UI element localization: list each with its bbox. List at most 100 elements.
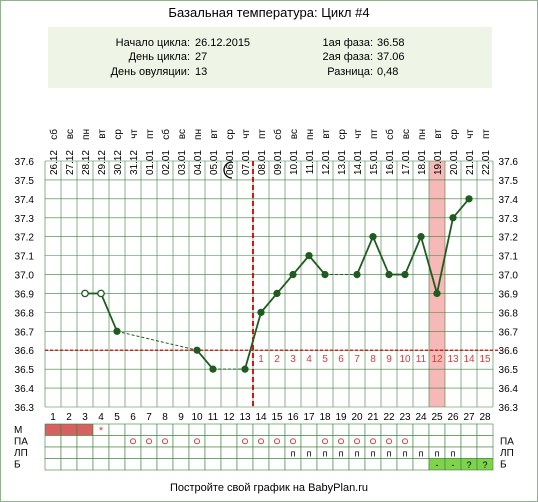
table-cell xyxy=(156,435,174,448)
phase-day-number: 2 xyxy=(274,354,280,365)
marker-circle-icon xyxy=(242,438,248,445)
phase-day-number: 11 xyxy=(416,354,427,365)
cycle-start-value: 26.12.2015 xyxy=(195,37,250,49)
temperature-point-day-14 xyxy=(257,308,265,317)
table-cell xyxy=(60,446,78,459)
table-cell xyxy=(92,458,110,471)
cycle-day-label: 8 xyxy=(162,412,168,423)
table-cell xyxy=(412,423,430,436)
weekday-label: пн xyxy=(193,129,204,140)
table-cell xyxy=(348,423,366,436)
table-cell xyxy=(188,458,206,471)
temperature-segment xyxy=(452,198,470,219)
phase-day-numbers: 1 2 3 4 5 6 7 8 9 10 11 12 13 14 15 xyxy=(258,354,491,365)
table-cell xyxy=(156,423,174,436)
cycle-day-label: 26 xyxy=(447,412,459,423)
cycle-day-label: 14 xyxy=(255,412,267,423)
table-cell xyxy=(140,423,158,436)
table-cell xyxy=(76,458,94,471)
y-tick-label-left: 37.6 xyxy=(15,157,35,168)
table-cell xyxy=(236,423,254,436)
table-cell xyxy=(364,423,382,436)
temperature-point-day-18 xyxy=(321,270,329,279)
temperature-line xyxy=(85,198,470,370)
table-cell xyxy=(252,458,270,471)
cycle-day-label: 17 xyxy=(303,412,315,423)
date-label: 28.12 xyxy=(81,150,92,175)
temperature-point-day-25 xyxy=(433,289,441,298)
table-cell xyxy=(284,435,302,448)
table-cell xyxy=(60,435,78,448)
y-tick-label-left: 37.2 xyxy=(15,233,35,244)
table-cell xyxy=(92,446,110,459)
marker-circle-icon xyxy=(130,438,136,445)
table-cell xyxy=(124,446,142,459)
y-tick-label-right: 37.0 xyxy=(499,271,519,282)
cycle-day-label: 1 xyxy=(50,412,56,423)
cycle-day-label: 19 xyxy=(335,412,347,423)
table-cell xyxy=(204,458,222,471)
cycle-day-label: 5 xyxy=(114,412,120,423)
cycle-day-label: 12 xyxy=(223,412,235,423)
weekday-label: вс xyxy=(401,129,412,139)
table-cell-mark: ? xyxy=(482,460,487,470)
table-cell xyxy=(332,458,350,471)
cycle-day-label: 7 xyxy=(146,412,152,423)
date-label: 09.01 xyxy=(273,150,284,175)
table-cell-mark: п xyxy=(419,449,424,459)
weekday-label: сб xyxy=(160,129,172,140)
phase-day-number: 15 xyxy=(479,354,491,365)
y-tick-label-left: 37.1 xyxy=(15,252,35,263)
date-label: 12.01 xyxy=(321,150,332,175)
table-cell xyxy=(300,458,318,471)
star-icon: * xyxy=(99,425,104,437)
table-cell xyxy=(92,435,110,448)
phase-day-number: 7 xyxy=(354,354,360,365)
table-cell xyxy=(252,423,270,436)
temperature-point-day-22 xyxy=(385,270,393,279)
table-cell xyxy=(44,435,62,448)
y-tick-label-right: 36.9 xyxy=(499,289,519,300)
table-cell xyxy=(156,446,174,459)
y-tick-label-left: 37.4 xyxy=(15,195,35,206)
y-tick-label-left: 36.7 xyxy=(15,327,35,338)
table-cell xyxy=(268,435,286,448)
cycle-day-label: 10 xyxy=(191,412,203,423)
cycle-day-label: 9 xyxy=(178,412,184,423)
date-label: 07.01 xyxy=(241,150,252,175)
date-label: 17.01 xyxy=(401,150,412,175)
cycle-day-value: 27 xyxy=(195,51,207,63)
table-row-label-right: ЛП xyxy=(500,448,514,459)
phase-day-number: 3 xyxy=(290,354,296,365)
table-cell xyxy=(460,446,478,459)
table-cell-mark: п xyxy=(291,449,296,459)
table-cell xyxy=(124,423,142,436)
date-label: 01.01 xyxy=(145,150,156,175)
date-label: 27.12 xyxy=(65,150,76,175)
temperature-segment xyxy=(100,293,118,332)
table-cell xyxy=(204,423,222,436)
difference-label: Разница: xyxy=(327,66,373,78)
y-tick-label-left: 36.6 xyxy=(15,346,35,357)
phase1-label: 1ая фаза: xyxy=(322,37,373,49)
table-cell xyxy=(236,435,254,448)
table-cell-mark: - xyxy=(436,460,439,470)
weekday-label: ср xyxy=(449,129,460,140)
y-tick-label-left: 37.0 xyxy=(15,271,35,282)
cycle-day-label: 2 xyxy=(66,412,72,423)
marker-circle-icon xyxy=(162,438,168,445)
difference-value: 0,48 xyxy=(377,66,398,78)
cycle-day-label: 28 xyxy=(479,412,491,423)
cycle-day-label: 4 xyxy=(98,412,104,423)
y-tick-label-right: 36.6 xyxy=(499,346,519,357)
date-label: 30.12 xyxy=(113,150,124,175)
table-cell xyxy=(284,458,302,471)
y-tick-label-right: 36.5 xyxy=(499,365,519,376)
temperature-point-day-4 xyxy=(97,289,105,298)
date-label: 19.01 xyxy=(433,150,444,175)
table-cell-mark: п xyxy=(355,449,360,459)
date-label: 08.01 xyxy=(257,150,268,175)
y-tick-label-right: 36.8 xyxy=(499,308,519,319)
table-cell-mark: п xyxy=(323,449,328,459)
